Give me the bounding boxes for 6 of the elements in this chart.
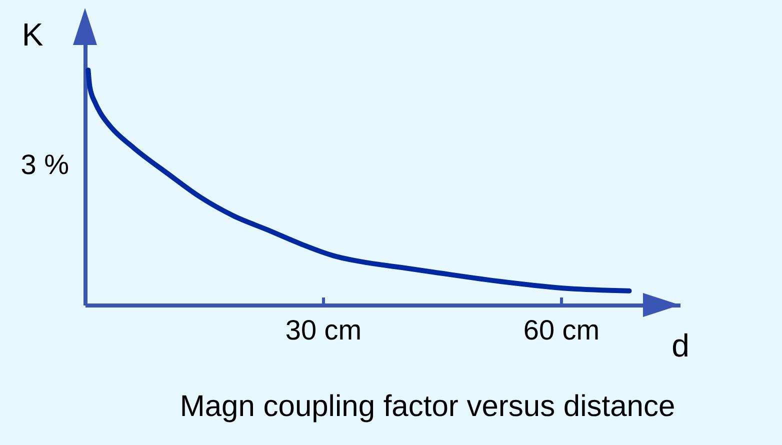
x-tick-label: 60 cm (523, 314, 600, 346)
x-axis-title: d (672, 328, 690, 364)
text: 3 % (20, 149, 69, 180)
y-axis-title: K (22, 16, 44, 52)
text: Magn coupling factor versus distance (180, 390, 676, 423)
x-tick-label: 30 cm (285, 314, 362, 346)
